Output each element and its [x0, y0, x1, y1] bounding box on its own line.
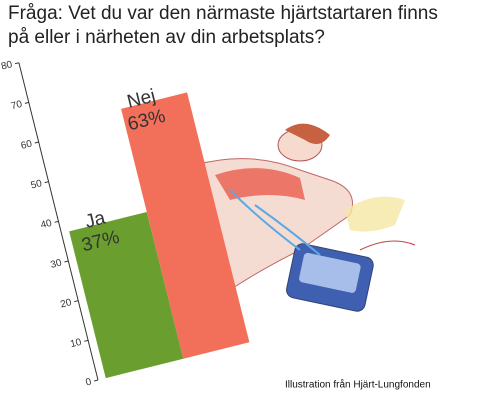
- y-tick: [24, 101, 29, 104]
- y-tick: [93, 379, 99, 382]
- y-tick: [34, 141, 39, 144]
- y-tick-label: 60: [20, 138, 34, 151]
- y-tick-label: 70: [10, 99, 24, 112]
- y-tick-label: 20: [59, 297, 73, 310]
- y-tick: [54, 220, 59, 223]
- y-tick-label: 10: [69, 337, 83, 350]
- y-tick-label: 0: [85, 376, 93, 388]
- chart-title-line-1: Fråga: Vet du var den närmaste hjärtstar…: [8, 3, 438, 24]
- chart-title-line-2: på eller i närheten av din arbetsplats?: [8, 27, 325, 48]
- bar: [121, 92, 250, 359]
- bar: [69, 211, 184, 379]
- y-tick-label: 30: [49, 257, 63, 270]
- y-tick: [14, 62, 20, 65]
- y-tick: [44, 181, 49, 184]
- y-tick: [64, 260, 69, 263]
- y-tick: [74, 300, 79, 303]
- y-tick-label: 40: [40, 218, 54, 231]
- y-tick: [84, 339, 89, 342]
- credit: Illustration från Hjärt-Lungfonden: [285, 379, 431, 391]
- y-tick-label: 50: [30, 178, 44, 191]
- y-tick-label: 80: [0, 59, 14, 72]
- illustration: [194, 123, 416, 340]
